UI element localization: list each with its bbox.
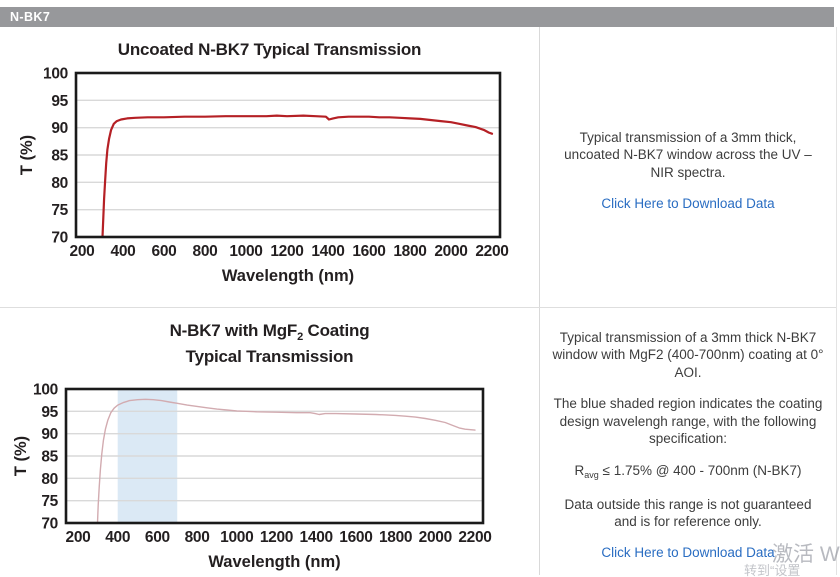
y-tick-label: 75 — [51, 202, 68, 219]
x-tick-label: 2000 — [434, 243, 467, 260]
uncoated-download-data-link[interactable]: Click Here to Download Data — [601, 195, 775, 211]
y-tick-label: 70 — [41, 516, 58, 533]
uncoated-chart-title: Uncoated N-BK7 Typical Transmission — [117, 40, 422, 59]
coated-chart-title-line2: Typical Transmission — [185, 347, 354, 366]
x-tick-label: 1400 — [311, 243, 344, 260]
x-tick-label: 1600 — [352, 243, 385, 260]
uncoated-chart-panel: Uncoated N-BK7 Typical Transmission 70 75… — [0, 27, 540, 307]
x-axis-title: Wavelength (nm) — [222, 267, 354, 285]
uncoated-description-panel: Typical transmission of a 3mm thick, unc… — [540, 27, 836, 307]
x-tick-label: 1200 — [270, 243, 303, 260]
y-axis-title: T (%) — [18, 135, 36, 175]
uncoated-section-row: Uncoated N-BK7 Typical Transmission 70 75… — [0, 27, 836, 307]
x-axis-title: Wavelength (nm) — [208, 553, 340, 571]
tab-header-label: N-BK7 — [10, 10, 51, 24]
y-tick-label: 90 — [41, 426, 58, 443]
x-tick-label: 2200 — [458, 529, 491, 546]
data-disclaimer-text: Data outside this range is not guarantee… — [564, 496, 812, 530]
x-tick-label: 200 — [70, 243, 95, 260]
transmission-curve — [96, 398, 476, 523]
coating-band-note-text: The blue shaded region indicates the coa… — [553, 396, 823, 447]
x-tick-label: 1800 — [393, 243, 426, 260]
coated-download-data-link[interactable]: Click Here to Download Data — [601, 544, 775, 560]
y-tick-label: 75 — [41, 493, 58, 510]
coated-transmission-chart: 70 75 80 85 90 95 100 200 400 600 800 1000 1200 1400 1… — [12, 382, 492, 572]
plot-frame — [64, 387, 485, 525]
x-tick-label: 800 — [185, 529, 210, 546]
tab-header-nbk7[interactable]: N-BK7 — [0, 7, 834, 27]
coated-chart-panel: N-BK7 with MgF2 Coating Typical Transmis… — [0, 308, 540, 575]
transmission-curve — [101, 114, 494, 237]
y-tick-label: 95 — [41, 404, 58, 421]
y-tick-label: 85 — [41, 449, 58, 466]
x-tick-label: 1600 — [339, 529, 372, 546]
coating-spec-text: Ravg ≤ 1.75% @ 400 - 700nm (N-BK7) — [574, 462, 802, 480]
y-tick-label: 80 — [41, 471, 58, 488]
plot-frame — [74, 71, 502, 239]
x-tick-label: 1800 — [379, 529, 412, 546]
x-tick-label: 1000 — [229, 243, 262, 260]
y-tick-label: 90 — [51, 120, 68, 137]
subscript-2: 2 — [297, 331, 304, 343]
coated-description-text: Typical transmission of a 3mm thick N-BK… — [552, 329, 824, 380]
content-area: Uncoated N-BK7 Typical Transmission 70 75… — [0, 27, 837, 575]
coated-chart-title: N-BK7 with MgF2 Coating Typical Transmis… — [0, 321, 539, 366]
x-tick-label: 1000 — [220, 529, 253, 546]
coated-section-row: N-BK7 with MgF2 Coating Typical Transmis… — [0, 307, 836, 575]
coated-description-panel: Typical transmission of a 3mm thick N-BK… — [540, 308, 836, 575]
uncoated-transmission-chart: 70 75 80 85 90 95 100 200 400 600 800 1000 1200 1400 1… — [18, 66, 509, 286]
x-tick-label: 400 — [111, 243, 136, 260]
x-tick-label: 200 — [66, 529, 91, 546]
x-tick-label: 1200 — [260, 529, 293, 546]
y-tick-label: 100 — [43, 66, 68, 83]
y-tick-label: 70 — [51, 230, 68, 247]
x-tick-label: 2200 — [475, 243, 508, 260]
y-tick-label: 85 — [51, 148, 68, 165]
x-tick-label: 1400 — [300, 529, 333, 546]
x-tick-label: 800 — [193, 243, 218, 260]
y-tick-label: 95 — [51, 93, 68, 110]
x-tick-label: 600 — [152, 243, 177, 260]
x-tick-label: 400 — [105, 529, 130, 546]
y-tick-label: 100 — [33, 382, 58, 399]
coated-chart-title-line1: N-BK7 with MgF2 Coating — [169, 321, 370, 343]
uncoated-description-text: Typical transmission of a 3mm thick, unc… — [564, 129, 812, 180]
x-tick-label: 600 — [145, 529, 170, 546]
y-axis-title: T (%) — [12, 436, 30, 476]
x-tick-label: 2000 — [419, 529, 452, 546]
y-tick-label: 80 — [51, 175, 68, 192]
subscript-avg: avg — [584, 469, 599, 480]
